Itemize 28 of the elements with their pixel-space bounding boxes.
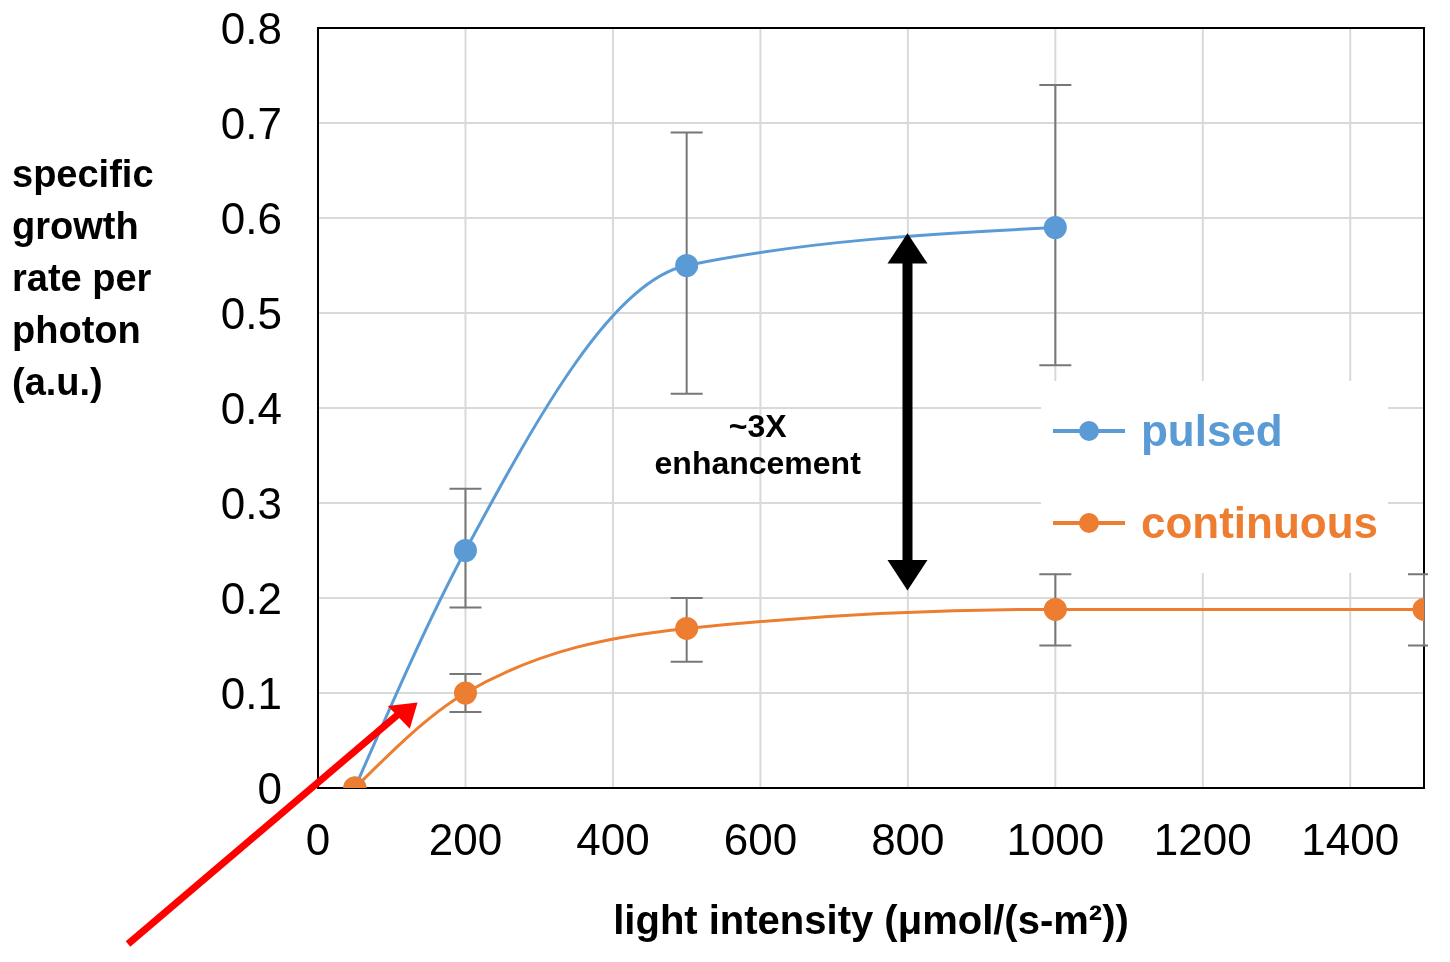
annotation: ~3X enhancement (653, 408, 862, 482)
point (1043, 216, 1067, 239)
y-tick-label: 0.4 (220, 383, 282, 433)
x-tick-label: 600 (723, 815, 798, 865)
x-axis-title: light intensity (μmol/(s-m²)) (613, 898, 1129, 942)
y-tick-label: 0.7 (220, 98, 282, 148)
y-axis-title: specific growth rate per photon (a.u.) (12, 152, 155, 405)
x-tick-label: 400 (576, 815, 650, 865)
y-tick-label: 0.1 (220, 668, 282, 718)
point (675, 254, 699, 277)
point (453, 681, 477, 705)
x-tick-label: 1000 (1006, 815, 1105, 865)
y-tick-label: 0.2 (220, 573, 282, 623)
y-tick-label: 0.5 (220, 288, 282, 338)
point (675, 616, 699, 640)
point (453, 539, 477, 562)
y-tick-label: 0.8 (220, 3, 282, 53)
x-tick-label: 800 (871, 815, 945, 865)
y-tick-label: 0 (257, 763, 282, 813)
point (1043, 597, 1067, 621)
x-tick-label: 1200 (1153, 815, 1252, 865)
legend-label: pulsed (1140, 406, 1283, 457)
y-tick-label: 0.3 (220, 478, 282, 528)
x-tick-label: 0 (305, 815, 331, 865)
y-tick-label: 0.6 (220, 193, 282, 243)
x-tick-label: 1400 (1301, 815, 1400, 865)
x-tick-label: 200 (428, 815, 503, 865)
legend-label: continuous (1140, 498, 1378, 549)
